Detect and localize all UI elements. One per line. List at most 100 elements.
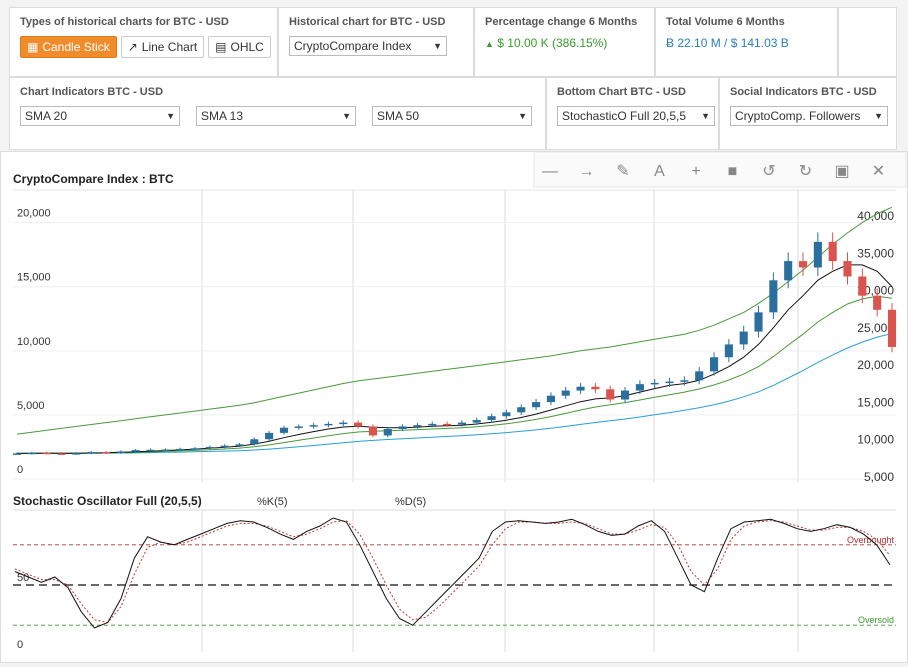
main-chart: 0 5,000 10,000 15,000 20,000 5,000 10,000 15,00… xyxy=(12,189,897,484)
candle-24 xyxy=(368,426,377,436)
historical-panel: Historical chart for BTC - USD CryptoCom… xyxy=(278,7,474,77)
volume-value: Ƀ 22.10 M / $ 141.03 B xyxy=(666,36,789,50)
candle-25 xyxy=(383,429,392,436)
level-label-1: Oversold xyxy=(858,615,894,625)
candle-34 xyxy=(517,407,526,413)
historical-title: Historical chart for BTC - USD xyxy=(289,16,446,28)
ohlc-button[interactable]: ▤ OHLC xyxy=(208,36,271,58)
chevron-down-icon: ▼ xyxy=(701,111,710,121)
stoch-d-line xyxy=(14,520,891,624)
candle-46 xyxy=(695,371,704,381)
sma-20-select[interactable]: SMA 20 ▼ xyxy=(20,106,180,126)
sma-13-select[interactable]: SMA 13 ▼ xyxy=(196,106,356,126)
left-tick-3: 15,000 xyxy=(17,272,51,284)
candle-18 xyxy=(279,427,288,433)
candle-44 xyxy=(665,381,674,384)
candle-32 xyxy=(487,416,496,421)
candle-19 xyxy=(294,426,303,428)
candle-42 xyxy=(635,384,644,391)
bottom-chart-value: StochasticO Full 20,5,5 xyxy=(562,109,687,123)
candle-38 xyxy=(576,386,585,391)
candle-48 xyxy=(724,344,733,358)
volume-panel: Total Volume 6 Months Ƀ 22.10 M / $ 141.… xyxy=(655,7,838,77)
line-chart-button[interactable]: ↗ Line Chart xyxy=(120,36,205,58)
candle-30 xyxy=(457,422,466,425)
candle-10 xyxy=(161,449,170,452)
social-select[interactable]: CryptoComp. Followers ▼ xyxy=(730,106,888,126)
ohlc-icon: ▤ xyxy=(215,40,227,54)
candle-56 xyxy=(843,261,852,277)
candle-27 xyxy=(413,425,422,427)
bar-chart-icon: ▦ xyxy=(27,40,39,54)
sma-50-line xyxy=(17,333,893,454)
redo-icon[interactable]: ↻ xyxy=(799,163,812,180)
pct-change-panel: Percentage change 6 Months ▲ $ 10.00 K (… xyxy=(474,7,655,77)
candle-7 xyxy=(116,451,125,453)
candle-26 xyxy=(398,426,407,430)
candle-14 xyxy=(220,445,229,448)
bottom-chart-panel: Bottom Chart BTC - USD StochasticO Full … xyxy=(546,77,719,150)
indicators-panel: Chart Indicators BTC - USD SMA 20 ▼ SMA 1… xyxy=(9,77,546,150)
pencil-icon[interactable]: ✎ xyxy=(616,163,629,180)
stoch-k-legend: %K(5) xyxy=(257,496,288,508)
candle-16 xyxy=(250,439,259,445)
historical-select[interactable]: CryptoCompare Index ▼ xyxy=(289,36,447,56)
candle-50 xyxy=(754,312,763,332)
social-panel: Social Indicators BTC - USD CryptoComp. … xyxy=(719,77,897,150)
indicators-title: Chart Indicators BTC - USD xyxy=(20,86,164,98)
stoch-chart-title: Stochastic Oscillator Full (20,5,5) xyxy=(13,494,202,508)
candle-23 xyxy=(354,422,363,427)
upper-band-line xyxy=(16,206,893,435)
chevron-down-icon: ▼ xyxy=(433,41,442,51)
triangle-up-icon: ▲ xyxy=(485,39,494,49)
candle-37 xyxy=(561,390,570,396)
bottom-chart-title: Bottom Chart BTC - USD xyxy=(557,86,686,98)
plus-icon[interactable]: + xyxy=(691,163,700,180)
candle-3 xyxy=(57,453,66,455)
candle-39 xyxy=(591,386,600,390)
sma-13-value: SMA 13 xyxy=(201,109,244,123)
candle-8 xyxy=(131,450,140,452)
candle-5 xyxy=(87,452,96,454)
minus-icon[interactable]: — xyxy=(542,163,558,180)
candle-45 xyxy=(680,380,689,382)
arrow-right-icon[interactable]: → xyxy=(579,163,595,180)
candle-11 xyxy=(176,448,185,451)
candle-40 xyxy=(606,389,615,400)
candle-53 xyxy=(798,261,808,268)
empty-panel xyxy=(838,7,897,77)
left-tick-0: 0 xyxy=(17,464,23,476)
candle-29 xyxy=(443,423,452,426)
right-tick-3: 20,000 xyxy=(857,358,894,372)
volume-title: Total Volume 6 Months xyxy=(666,16,785,28)
right-tick-5: 30,000 xyxy=(857,284,894,298)
candle-13 xyxy=(205,446,214,449)
stoch-left-tick-1: 50 xyxy=(17,572,29,584)
save-icon[interactable]: ▣ xyxy=(834,163,849,180)
candle-1 xyxy=(27,452,36,455)
text-icon[interactable]: A xyxy=(654,163,665,180)
drawing-toolbar: — → ✎ A + ■ ↺ ↻ ▣ ✕ xyxy=(533,151,907,188)
historical-select-value: CryptoCompare Index xyxy=(294,39,412,53)
candle-52 xyxy=(784,261,793,281)
chevron-down-icon: ▼ xyxy=(342,111,351,121)
main-chart-title: CryptoCompare Index : BTC xyxy=(13,172,174,186)
chart-types-title: Types of historical charts for BTC - USD xyxy=(20,16,229,28)
sma-13-line xyxy=(16,264,893,454)
square-icon[interactable]: ■ xyxy=(728,163,738,180)
trash-icon[interactable]: ✕ xyxy=(872,163,885,180)
stoch-d-legend: %D(5) xyxy=(395,496,426,508)
sma-50-value: SMA 50 xyxy=(377,109,420,123)
candle-9 xyxy=(146,449,155,452)
undo-icon[interactable]: ↺ xyxy=(762,163,775,180)
candle-stick-button[interactable]: ▦ Candle Stick xyxy=(20,36,117,58)
controls-row-2: Chart Indicators BTC - USD SMA 20 ▼ SMA 1… xyxy=(0,77,908,150)
candle-28 xyxy=(428,423,437,426)
candle-22 xyxy=(339,422,348,425)
candle-47 xyxy=(709,357,719,372)
bottom-chart-select[interactable]: StochasticO Full 20,5,5 ▼ xyxy=(557,106,715,126)
pct-change-title: Percentage change 6 Months xyxy=(485,16,638,28)
candle-51 xyxy=(769,280,778,313)
sma-50-select[interactable]: SMA 50 ▼ xyxy=(372,106,532,126)
chart-container: — → ✎ A + ■ ↺ ↻ ▣ ✕ CryptoCompare Index : BTC 0 5,… xyxy=(0,151,908,663)
